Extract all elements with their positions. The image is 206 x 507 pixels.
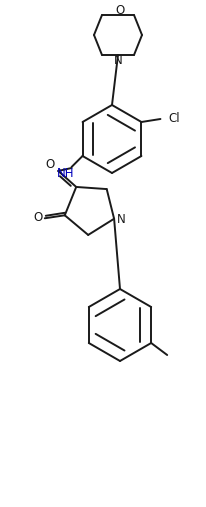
Text: O: O	[45, 159, 55, 171]
Text: N: N	[113, 54, 122, 66]
Text: O: O	[33, 211, 42, 224]
Text: Cl: Cl	[168, 112, 179, 125]
Text: O: O	[115, 4, 124, 17]
Text: N: N	[117, 213, 125, 226]
Text: NH: NH	[56, 166, 74, 179]
